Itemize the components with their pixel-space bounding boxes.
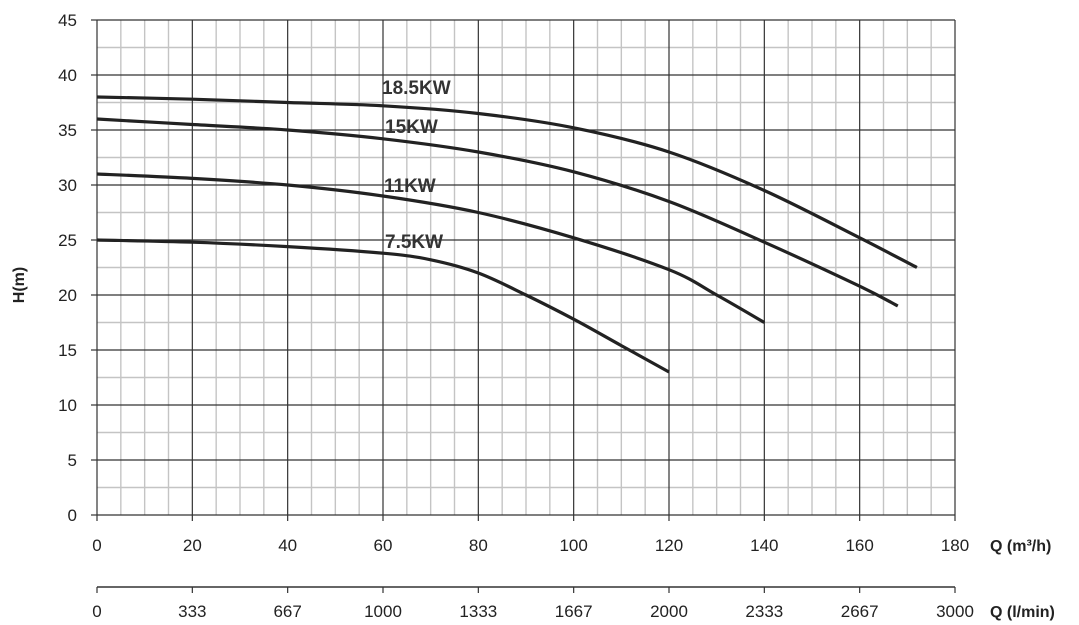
x-tick-label: 120 [655, 536, 683, 555]
x2-tick-label: 333 [178, 602, 206, 621]
series-line [96, 238, 670, 374]
y-tick-label: 10 [58, 396, 77, 415]
x-tick-label: 100 [559, 536, 587, 555]
y-tick-label: 20 [58, 286, 77, 305]
x-tick-label: 0 [92, 536, 101, 555]
y-tick-label: 25 [58, 231, 77, 250]
x-tick-label: 40 [278, 536, 297, 555]
series-label: 7.5KW [385, 232, 443, 253]
x2-tick-label: 2333 [745, 602, 783, 621]
x2-tick-label: 1667 [555, 602, 593, 621]
x2-tick-label: 1333 [459, 602, 497, 621]
series-line [96, 95, 918, 269]
x-tick-label: 60 [374, 536, 393, 555]
x2-tick-label: 667 [273, 602, 301, 621]
x2-tick-label: 2667 [841, 602, 879, 621]
x-axis-title: Q (m³/h) [990, 538, 1051, 555]
y-tick-label: 15 [58, 341, 77, 360]
x-tick-labels: 0 20 40 60 80 100 120 140 160 180 [92, 536, 969, 555]
y-tick-label: 5 [68, 451, 77, 470]
x-tick-label: 140 [750, 536, 778, 555]
series-line [96, 172, 766, 324]
x2-tick-label: 2000 [650, 602, 688, 621]
y-tick-label: 45 [58, 11, 77, 30]
x2-tick-label: 3000 [936, 602, 974, 621]
series-labels: 18.5KW 15KW 11KW 7.5KW [382, 78, 451, 253]
secondary-x-axis: 0 333 667 1000 1333 1667 2000 2333 2667 3000 [92, 586, 974, 621]
y-tick-label: 40 [58, 66, 77, 85]
curves [96, 95, 918, 374]
y-tick-label: 30 [58, 176, 77, 195]
x2-tick-label: 1000 [364, 602, 402, 621]
y-tick-labels: 0 5 10 15 20 25 30 35 40 45 [58, 11, 77, 525]
series-line [96, 117, 899, 308]
x-tick-label: 180 [941, 536, 969, 555]
y-tick-label: 35 [58, 121, 77, 140]
x-tick-label: 80 [469, 536, 488, 555]
series-label: 18.5KW [382, 78, 451, 99]
x-tick-label: 160 [845, 536, 873, 555]
x-tick-label: 20 [183, 536, 202, 555]
series-label: 11KW [384, 176, 436, 197]
y-axis-title: H(m) [11, 267, 28, 303]
series-label: 15KW [385, 117, 438, 138]
minor-grid [97, 20, 955, 515]
y-tick-label: 0 [68, 506, 77, 525]
x2-axis-title: Q (l/min) [990, 604, 1055, 621]
x2-tick-label: 0 [92, 602, 101, 621]
